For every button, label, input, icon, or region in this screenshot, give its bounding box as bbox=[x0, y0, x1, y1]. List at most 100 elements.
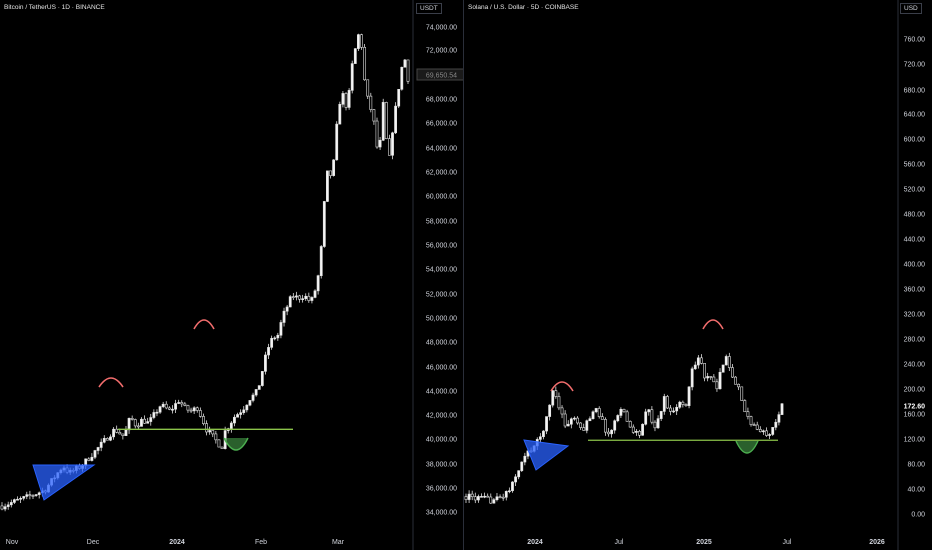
candle-body bbox=[777, 414, 781, 423]
candle-body bbox=[397, 88, 401, 107]
candle-body bbox=[388, 138, 391, 156]
candle-body bbox=[273, 337, 277, 340]
candle-body bbox=[341, 93, 345, 105]
candle-body bbox=[394, 105, 398, 134]
y-tick-label: 48,000.00 bbox=[426, 340, 457, 347]
candle-body bbox=[523, 455, 527, 463]
x-tick-label: Nov bbox=[6, 539, 19, 546]
y-tick-label: 720.00 bbox=[904, 62, 926, 69]
candle-body bbox=[675, 406, 679, 412]
candle-body bbox=[34, 494, 38, 496]
candle-body bbox=[186, 405, 190, 411]
btc-currency-label[interactable]: USDT bbox=[416, 3, 442, 14]
y-tick-label: 34,000.00 bbox=[426, 510, 457, 517]
shoulder-head-arc bbox=[550, 381, 574, 392]
shoulder-head-arc bbox=[702, 319, 724, 330]
candle-body bbox=[183, 403, 187, 406]
candle-body bbox=[264, 354, 267, 372]
candle-body bbox=[566, 423, 570, 427]
shoulder-head-arc bbox=[98, 377, 124, 388]
candle-body bbox=[706, 376, 710, 379]
candle-body bbox=[211, 430, 215, 435]
support-bounce-arc bbox=[735, 440, 759, 454]
candle-body bbox=[313, 290, 317, 298]
candle-body bbox=[653, 421, 657, 429]
y-tick-label: 480.00 bbox=[904, 212, 926, 219]
candle-body bbox=[251, 394, 255, 401]
candle-body bbox=[369, 95, 373, 110]
candle-body bbox=[301, 298, 305, 300]
y-tick-label: 60,000.00 bbox=[426, 194, 457, 201]
candle-body bbox=[656, 418, 660, 429]
candle-body bbox=[548, 404, 552, 417]
candle-body bbox=[641, 423, 644, 436]
sol-currency-label[interactable]: USD bbox=[900, 3, 922, 14]
candle-body bbox=[554, 390, 558, 397]
candle-body bbox=[276, 334, 280, 339]
candle-body bbox=[329, 170, 332, 176]
candle-body bbox=[115, 428, 119, 433]
price-tag-box bbox=[902, 400, 930, 411]
candle-body bbox=[133, 419, 137, 427]
candle-body bbox=[0, 505, 4, 510]
candle-body bbox=[585, 420, 589, 431]
candle-body bbox=[205, 423, 208, 433]
candle-body bbox=[6, 504, 10, 507]
x-tick-label: Feb bbox=[255, 539, 267, 546]
candle-body bbox=[198, 410, 202, 417]
candle-body bbox=[662, 396, 666, 412]
y-tick-label: 400.00 bbox=[904, 262, 926, 269]
candle-body bbox=[90, 456, 94, 461]
x-tick-label: Mar bbox=[332, 539, 345, 546]
candle-body bbox=[121, 433, 125, 437]
y-tick-label: 120.00 bbox=[904, 437, 926, 444]
candle-body bbox=[279, 322, 283, 336]
y-tick-label: 160.00 bbox=[904, 412, 926, 419]
candle-body bbox=[149, 417, 153, 422]
candle-body bbox=[403, 59, 407, 68]
candle-body bbox=[774, 421, 778, 428]
candle-body bbox=[384, 102, 388, 139]
candle-body bbox=[177, 402, 181, 404]
candle-body bbox=[647, 409, 651, 413]
y-tick-label: 64,000.00 bbox=[426, 146, 457, 153]
y-tick-label: 38,000.00 bbox=[426, 462, 457, 469]
panel-divider[interactable] bbox=[463, 0, 464, 550]
y-tick-label: 640.00 bbox=[904, 112, 926, 119]
candle-body bbox=[600, 416, 604, 420]
candle-body bbox=[669, 407, 672, 412]
candle-body bbox=[161, 403, 165, 407]
y-tick-label: 52,000.00 bbox=[426, 292, 457, 299]
candle-body bbox=[31, 495, 35, 497]
candle-body bbox=[146, 421, 150, 424]
price-tag-box bbox=[416, 68, 464, 81]
candle-body bbox=[563, 413, 567, 427]
y-tick-label: 62,000.00 bbox=[426, 170, 457, 177]
candle-body bbox=[28, 494, 32, 496]
ascending-triangle bbox=[32, 464, 96, 501]
candle-body bbox=[322, 201, 326, 247]
candle-body bbox=[752, 424, 756, 426]
candle-body bbox=[360, 34, 363, 48]
candle-body bbox=[242, 409, 246, 413]
btc-chart-panel[interactable]: 74,000.0072,000.0070,000.0068,000.0066,0… bbox=[0, 0, 464, 550]
candle-body bbox=[594, 408, 598, 413]
candle-body bbox=[659, 411, 663, 419]
y-tick-label: 200.00 bbox=[904, 387, 926, 394]
candle-body bbox=[189, 409, 193, 412]
candle-body bbox=[634, 430, 638, 433]
candle-body bbox=[338, 103, 342, 125]
candle-body bbox=[257, 385, 261, 390]
candle-body bbox=[22, 496, 26, 499]
sol-chart-canvas[interactable]: 760.00 720.00 680.00 640.00 600.00 560.00 520.… bbox=[464, 0, 932, 550]
sol-chart-panel[interactable]: 760.00 720.00 680.00 640.00 600.00 560.00 520.… bbox=[464, 0, 932, 550]
candle-body bbox=[687, 386, 691, 406]
candle-body bbox=[96, 447, 100, 451]
x-tick-label: Dec bbox=[87, 539, 100, 546]
candle-body bbox=[152, 412, 156, 418]
candle-body bbox=[214, 433, 218, 441]
y-tick-label: 50,000.00 bbox=[426, 316, 457, 323]
candle-body bbox=[690, 368, 694, 388]
candle-body bbox=[520, 461, 524, 471]
btc-chart-canvas[interactable]: 74,000.0072,000.0070,000.0068,000.0066,0… bbox=[0, 0, 464, 550]
